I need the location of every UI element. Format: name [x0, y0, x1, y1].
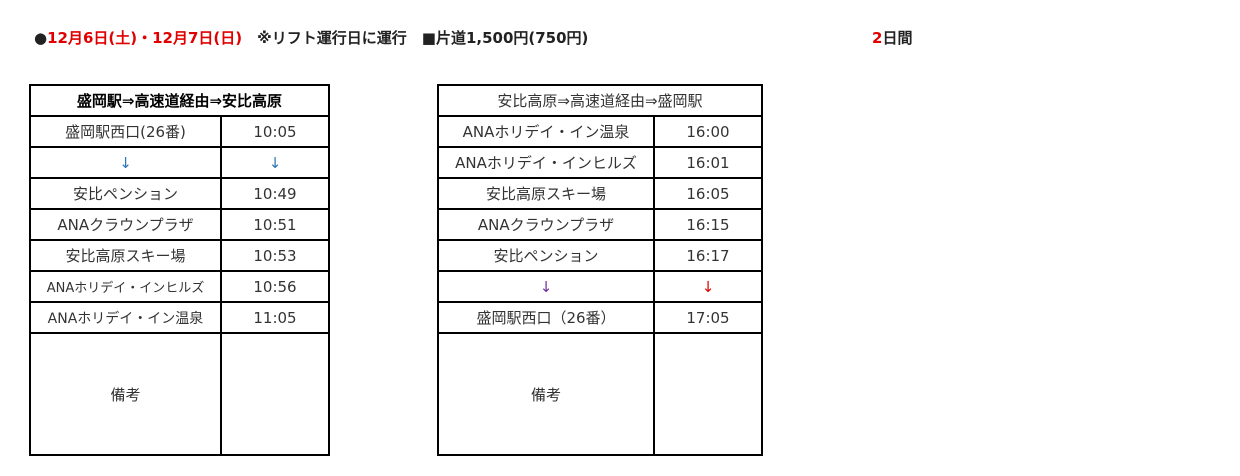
departure-time: 16:05: [653, 177, 763, 210]
stop-name: 盛岡駅西口(26番): [29, 115, 222, 148]
stop-name: ANAクラウンプラザ: [437, 208, 655, 241]
departure-time: 10:05: [220, 115, 330, 148]
stop-name: 安比高原スキー場: [29, 239, 222, 272]
stop-name: 安比ペンション: [29, 177, 222, 210]
departure-time: 11:05: [220, 301, 330, 334]
inbound-timetable: 安比高原⇒高速道経由⇒盛岡駅 ANAホリデイ・イン温泉 16:00 ANAホリデイ…: [437, 84, 763, 456]
departure-time: 10:53: [220, 239, 330, 272]
departure-time: 16:01: [653, 146, 763, 179]
schedule-header: ●12月6日(土)・12月7日(日) ※リフト運行日に運行 ■片道1,500円(…: [34, 27, 588, 48]
down-arrow-icon: ↓: [437, 270, 655, 303]
stop-name: ANAホリデイ・インヒルズ: [29, 270, 222, 303]
table-row: 安比高原スキー場 10:53: [29, 239, 330, 272]
stop-name: ANAクラウンプラザ: [29, 208, 222, 241]
stop-name: ANAホリデイ・インヒルズ: [437, 146, 655, 179]
bullet: ●: [34, 29, 48, 47]
remarks-value: [220, 332, 330, 456]
stop-name: 安比高原スキー場: [437, 177, 655, 210]
days-unit: 日間: [882, 29, 913, 47]
stop-name: ANAホリデイ・イン温泉: [437, 115, 655, 148]
operation-note: ※リフト運行日に運行: [257, 29, 407, 47]
departure-time: 16:15: [653, 208, 763, 241]
down-arrow-icon: ↓: [220, 146, 330, 179]
table-row: 盛岡駅西口（26番） 17:05: [437, 301, 763, 334]
stop-name: 盛岡駅西口（26番）: [437, 301, 655, 334]
departure-time: 10:56: [220, 270, 330, 303]
table-row: ANAホリデイ・イン温泉 16:00: [437, 115, 763, 148]
days-number: 2: [872, 29, 883, 47]
stop-name: ANAホリデイ・イン温泉: [29, 301, 222, 334]
table-row: ANAクラウンプラザ 10:51: [29, 208, 330, 241]
remarks-label: 備考: [29, 332, 222, 456]
table-row: 盛岡駅西口(26番) 10:05: [29, 115, 330, 148]
table-row: ANAホリデイ・イン温泉 11:05: [29, 301, 330, 334]
down-arrow-icon: ↓: [29, 146, 222, 179]
table-row: 安比ペンション 16:17: [437, 239, 763, 272]
departure-time: 16:17: [653, 239, 763, 272]
outbound-title: 盛岡駅⇒高速道経由⇒安比高原: [29, 84, 330, 117]
departure-time: 16:00: [653, 115, 763, 148]
remarks-row: 備考: [437, 332, 763, 456]
down-arrow-icon: ↓: [653, 270, 763, 303]
departure-time: 10:51: [220, 208, 330, 241]
table-row: ANAホリデイ・インヒルズ 16:01: [437, 146, 763, 179]
departure-time: 17:05: [653, 301, 763, 334]
days-count: 2日間: [872, 27, 912, 48]
operating-dates: 12月6日(土)・12月7日(日): [47, 29, 243, 47]
fare: ■片道1,500円(750円): [421, 29, 589, 47]
table-row: ANAホリデイ・インヒルズ 10:56: [29, 270, 330, 303]
outbound-timetable: 盛岡駅⇒高速道経由⇒安比高原 盛岡駅西口(26番) 10:05 ↓ ↓ 安比ペンショ…: [29, 84, 330, 456]
remarks-label: 備考: [437, 332, 655, 456]
table-row: ↓ ↓: [29, 146, 330, 179]
stop-name: 安比ペンション: [437, 239, 655, 272]
table-row: 安比高原スキー場 16:05: [437, 177, 763, 210]
departure-time: 10:49: [220, 177, 330, 210]
table-row: ↓ ↓: [437, 270, 763, 303]
table-row: ANAクラウンプラザ 16:15: [437, 208, 763, 241]
remarks-value: [653, 332, 763, 456]
table-row: 安比ペンション 10:49: [29, 177, 330, 210]
remarks-row: 備考: [29, 332, 330, 456]
inbound-title: 安比高原⇒高速道経由⇒盛岡駅: [437, 84, 763, 117]
